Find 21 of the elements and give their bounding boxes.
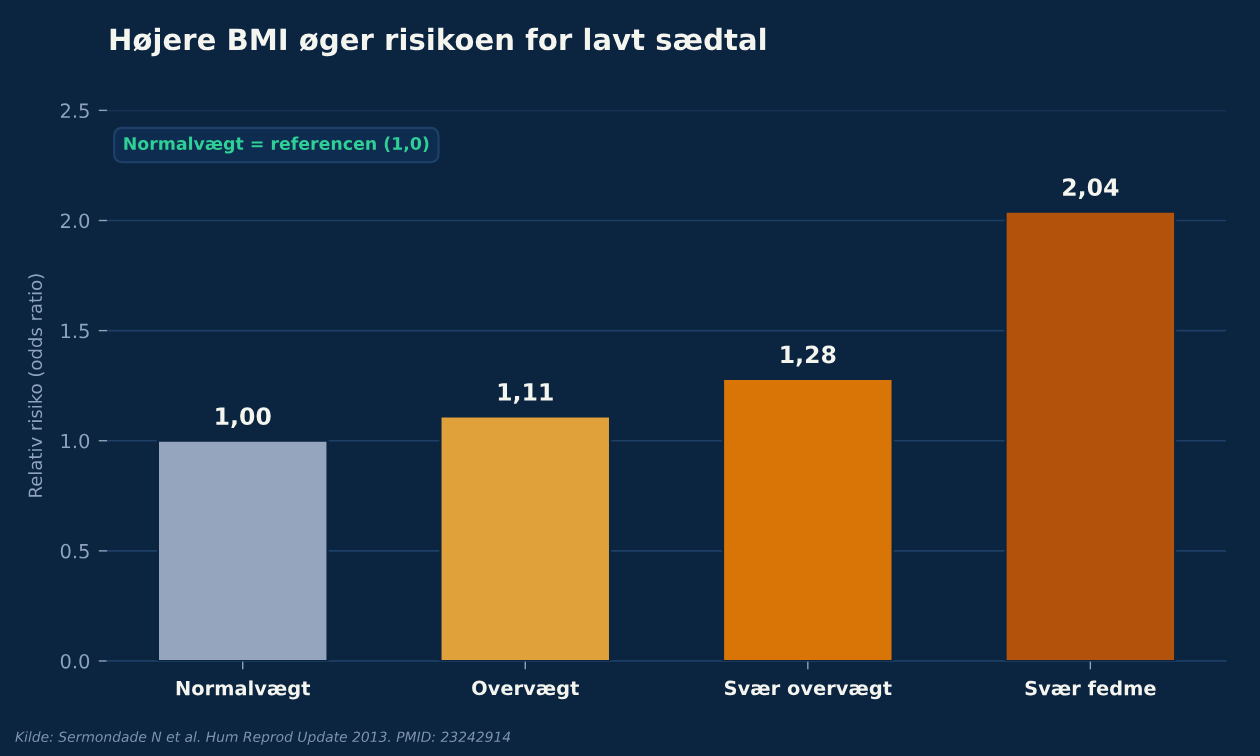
y-tick-label: 1.0: [61, 433, 90, 449]
data-label: 1,00: [216, 407, 271, 429]
y-tick-label: 2.5: [60, 103, 89, 119]
y-tick-label: 0.5: [60, 543, 89, 559]
data-label: 1,11: [498, 383, 553, 404]
annotation: Normalvægt = referencen (1,0): [124, 136, 429, 154]
data-label: 1,28: [781, 345, 836, 367]
y-tick-label: 1.5: [61, 323, 89, 339]
bar: [1004, 210, 1177, 661]
y-axis-title: Relativ risiko (odds ratio): [28, 274, 45, 497]
text: Kilde: Sermondade N et al. Hum Reprod Update 2013. PMID: 23242914: [15, 731, 511, 745]
y-tick-label: 2.0: [60, 213, 90, 229]
x-tick-label: Svær overvægt: [724, 680, 892, 700]
bar: [439, 415, 612, 661]
data-label: 2,04: [1063, 178, 1119, 200]
x-tick-label: Svær fedme: [1025, 680, 1156, 696]
bar: [722, 378, 894, 661]
chart-title: Højere BMI øger risikoen for lavt sædtal: [110, 27, 766, 57]
x-tick-label: Overvægt: [472, 680, 579, 700]
y-tick-label: 0.0: [60, 653, 90, 669]
x-tick-label: Normalvægt: [176, 680, 311, 700]
